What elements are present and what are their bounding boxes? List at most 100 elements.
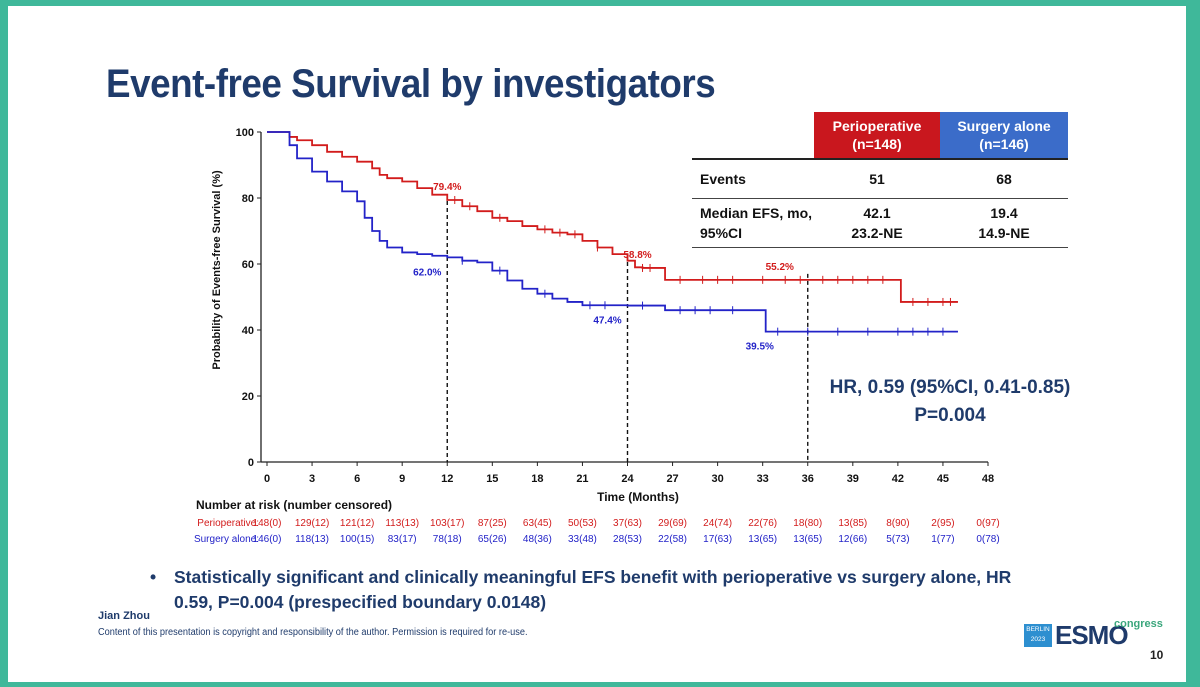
- events-perioperative: 51: [814, 158, 940, 199]
- esmo-logo: BERLIN 2023 ESMO congress: [1024, 618, 1164, 658]
- y-axis-label: Probability of Events-free Survival (%): [211, 170, 223, 370]
- landmark-label: 62.0%: [413, 267, 441, 278]
- risk-cell: 50(53): [568, 518, 597, 529]
- hr-line: HR, 0.59 (95%CI, 0.41-0.85): [829, 377, 1071, 398]
- table-row-median: Median EFS, mo, 95%CI 42.1 23.2-NE 19.4 14.…: [692, 198, 1068, 248]
- y-tick-label: 100: [236, 127, 254, 139]
- logo-city-badge: BERLIN 2023: [1024, 624, 1052, 647]
- x-tick-label: 15: [486, 473, 498, 485]
- x-tick-label: 12: [441, 473, 453, 485]
- events-surgery: 68: [940, 158, 1068, 199]
- risk-cell: 12(66): [838, 534, 867, 545]
- x-tick-label: 0: [264, 473, 270, 485]
- risk-cell: 17(63): [703, 534, 732, 545]
- risk-cell: 2(95): [931, 518, 954, 529]
- risk-cell: 24(74): [703, 518, 732, 529]
- risk-cell: 65(26): [478, 534, 507, 545]
- x-tick-label: 24: [621, 473, 634, 485]
- y-tick-label: 0: [248, 457, 254, 469]
- risk-table: Perioperative:148(0) 129(12) 121(12) 113(13…: [194, 518, 1000, 545]
- risk-cell: 8(90): [886, 518, 909, 529]
- risk-cell: 18(80): [793, 518, 822, 529]
- series-line: [267, 131, 958, 303]
- risk-cell: 0(97): [976, 518, 999, 529]
- copyright-notice: Content of this presentation is copyrigh…: [98, 627, 528, 638]
- x-tick-label: 6: [354, 473, 360, 485]
- risk-cell: 5(73): [886, 534, 909, 545]
- risk-cell: 148(0): [253, 518, 282, 529]
- median-label: Median EFS, mo, 95%CI: [692, 198, 814, 248]
- landmark-label: 58.8%: [623, 250, 651, 261]
- risk-cell: 121(12): [340, 518, 374, 529]
- p-value: P=0.004: [914, 405, 986, 426]
- x-tick-label: 33: [757, 473, 769, 485]
- risk-cell: 78(18): [433, 534, 462, 545]
- risk-cell: 13(65): [793, 534, 822, 545]
- risk-cell: 0(78): [976, 534, 999, 545]
- risk-cell: 1(77): [931, 534, 954, 545]
- risk-cell: 33(48): [568, 534, 597, 545]
- author: Jian Zhou: [98, 610, 150, 622]
- x-tick-label: 9: [399, 473, 405, 485]
- y-tick-label: 60: [242, 259, 254, 271]
- median-surgery: 19.4 14.9-NE: [940, 198, 1068, 248]
- chart-series: [267, 131, 958, 336]
- series-line: [267, 131, 958, 333]
- risk-cell: 83(17): [388, 534, 417, 545]
- x-tick-label: 18: [531, 473, 543, 485]
- risk-cell: 103(17): [430, 518, 464, 529]
- risk-cell: 48(36): [523, 534, 552, 545]
- key-finding-text: Statistically significant and clinically…: [174, 567, 1012, 612]
- risk-row-label: Perioperative:: [197, 518, 259, 529]
- x-tick-label: 21: [576, 473, 588, 485]
- y-tick-label: 80: [242, 193, 254, 205]
- risk-cell: 87(25): [478, 518, 507, 529]
- x-tick-label: 27: [666, 473, 678, 485]
- landmark-label: 39.5%: [746, 342, 774, 353]
- risk-cell: 22(76): [748, 518, 777, 529]
- chart-axes: 0 3 6 9 12 15 18 21 24 27 30 33 36 39 42 45 480204060801…: [236, 127, 994, 485]
- x-tick-label: 48: [982, 473, 994, 485]
- efs-summary-table: Perioperative (n=148) Surgery alone (n=146…: [692, 112, 1068, 248]
- landmark-lines: [446, 193, 809, 462]
- landmark-label: 55.2%: [766, 262, 794, 273]
- x-tick-label: 36: [802, 473, 814, 485]
- events-label: Events: [692, 158, 814, 199]
- logo-brand: ESMO: [1055, 620, 1129, 650]
- median-perioperative: 42.1 23.2-NE: [814, 198, 940, 248]
- landmark-labels: 79.4% 62.0% 58.8% 47.4% 55.2% 39.5%: [413, 182, 794, 353]
- bullet-icon: •: [150, 567, 157, 587]
- x-axis-label: Time (Months): [597, 490, 679, 504]
- risk-cell: 29(69): [658, 518, 687, 529]
- y-tick-label: 40: [242, 325, 254, 337]
- table-header-blank: [692, 112, 814, 159]
- landmark-label: 47.4%: [593, 316, 621, 327]
- hazard-ratio: HR, 0.59 (95%CI, 0.41-0.85) P=0.004: [800, 374, 1100, 430]
- y-tick-label: 20: [242, 391, 254, 403]
- header-perioperative: Perioperative (n=148): [814, 112, 940, 159]
- landmark-label: 79.4%: [433, 182, 461, 193]
- risk-cell: 28(53): [613, 534, 642, 545]
- x-tick-label: 45: [937, 473, 949, 485]
- risk-cell: 113(13): [385, 518, 419, 529]
- risk-cell: 13(65): [748, 534, 777, 545]
- risk-cell: 22(58): [658, 534, 687, 545]
- slide-title: Event-free Survival by investigators: [106, 62, 716, 106]
- risk-table-header: Number at risk (number censored): [196, 498, 392, 512]
- risk-cell: 100(15): [340, 534, 374, 545]
- risk-cell: 13(85): [838, 518, 867, 529]
- logo-suffix: congress: [1114, 618, 1163, 630]
- side-panel-tab[interactable]: [1192, 298, 1200, 352]
- page-number: 10: [1150, 648, 1164, 662]
- x-tick-label: 39: [847, 473, 859, 485]
- risk-cell: 129(12): [295, 518, 329, 529]
- risk-cell: 63(45): [523, 518, 552, 529]
- risk-cell: 37(63): [613, 518, 642, 529]
- header-surgery-alone: Surgery alone (n=146): [940, 112, 1068, 159]
- risk-cell: 118(13): [295, 534, 329, 545]
- risk-cell: 146(0): [253, 534, 282, 545]
- x-tick-label: 3: [309, 473, 315, 485]
- x-tick-label: 42: [892, 473, 904, 485]
- risk-row-label: Surgery alone:: [194, 534, 259, 545]
